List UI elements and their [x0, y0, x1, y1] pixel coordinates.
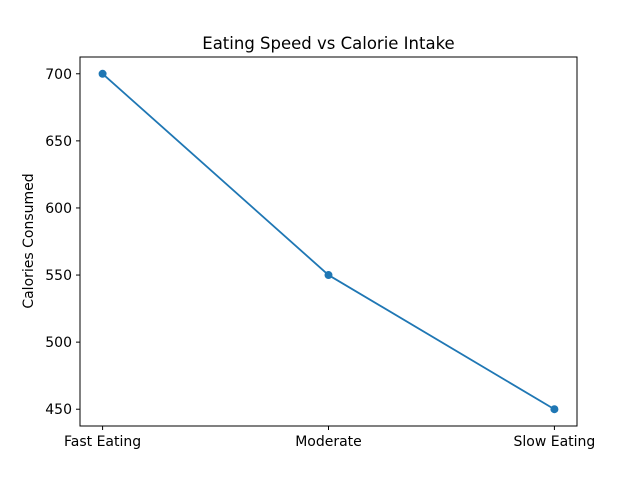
x-tick-label: Slow Eating — [514, 434, 596, 450]
data-line — [101, 72, 556, 411]
y-tick-label: 700 — [45, 67, 72, 83]
chart-title: Eating Speed vs Calorie Intake — [202, 34, 455, 53]
x-tick-label: Moderate — [295, 434, 362, 450]
data-point-marker — [324, 271, 333, 280]
plot-frame — [79, 56, 578, 427]
y-tick-label: 500 — [45, 335, 72, 351]
data-point-marker — [550, 405, 559, 414]
y-tick-label: 550 — [45, 268, 72, 284]
x-tick-label: Fast Eating — [64, 434, 141, 450]
y-tick-label: 450 — [45, 402, 72, 418]
y-tick-label: 600 — [45, 201, 72, 217]
y-tick-label: 650 — [45, 134, 72, 150]
data-point-marker — [98, 69, 107, 78]
